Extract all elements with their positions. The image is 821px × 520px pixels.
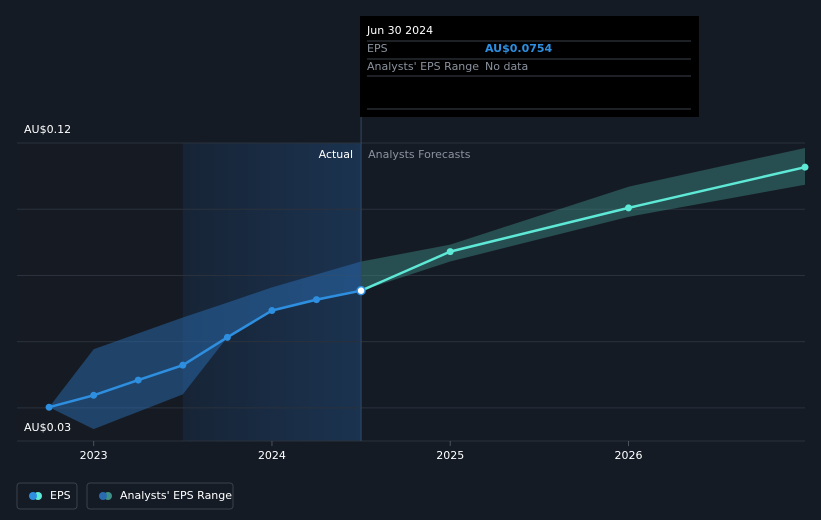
eps-line [360,165,806,292]
eps-line [48,289,362,409]
eps-point [801,163,809,171]
legend-item[interactable] [86,482,234,510]
eps-point [179,361,187,369]
eps-point [223,333,231,341]
eps-point [134,376,142,384]
eps-point [268,307,276,315]
eps-point [45,403,53,411]
tooltip-value: AU$0.0754 [485,42,553,55]
x-tick-label: 2024 [258,449,286,462]
forecast-label: Analysts Forecasts [368,148,471,161]
x-tick-label: 2025 [436,449,464,462]
tooltip-value: No data [485,60,528,73]
y-tick-label: AU$0.12 [24,123,71,136]
actual-label: Actual [319,148,353,161]
tooltip [360,16,699,117]
tooltip-label: EPS [367,42,388,55]
tooltip-label: Analysts' EPS Range [367,60,479,73]
x-tick-label: 2023 [80,449,108,462]
eps-point [356,285,366,296]
legend-label[interactable]: EPS [50,489,71,502]
eps-point [625,204,633,212]
eps-point [90,391,98,399]
eps-point [446,248,454,256]
eps-point [313,296,321,304]
x-tick-label: 2026 [615,449,643,462]
legend-swatch [99,492,107,500]
legend-item[interactable] [16,482,78,510]
legend-label[interactable]: Analysts' EPS Range [120,489,232,502]
tooltip-title: Jun 30 2024 [366,24,433,37]
y-tick-label: AU$0.03 [24,421,71,434]
range-band [49,261,362,430]
legend-swatch [29,492,37,500]
